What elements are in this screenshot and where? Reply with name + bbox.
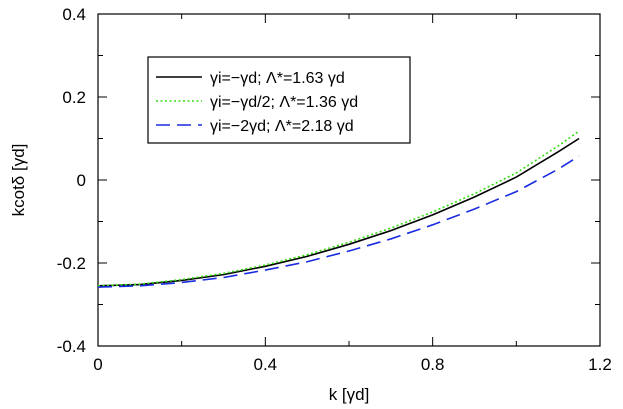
plot-area: 0 0.4 0.8 1.2 -0.4 -0.2 0 0.2 0.4 k [γd] kcotδ [γd…	[9, 5, 612, 404]
x-tick-label: 0	[93, 355, 102, 374]
legend-label-3: γi=−2γd; Λ*=2.18 γd	[210, 118, 354, 135]
y-tick-label: 0.2	[62, 88, 86, 107]
legend-box	[147, 56, 411, 144]
series-line-1	[97, 137, 580, 287]
y-axis-label: kcotδ [γd]	[9, 144, 28, 217]
legend-label-2: γi=−γd/2; Λ*=1.36 γd	[210, 94, 358, 111]
x-tick-label: 1.2	[588, 355, 612, 374]
series-line-3	[97, 155, 580, 288]
x-tick-label: 0.8	[421, 355, 445, 374]
x-tick-label: 0.4	[254, 355, 278, 374]
series-line-2	[97, 130, 580, 287]
y-tick-label: -0.4	[57, 337, 86, 356]
legend-label-1: γi=−γd; Λ*=1.63 γd	[210, 70, 345, 87]
y-tick-label: -0.2	[57, 254, 86, 273]
x-axis-label: k [γd]	[329, 385, 370, 404]
y-tick-label: 0	[77, 171, 86, 190]
y-tick-label: 0.4	[62, 5, 86, 24]
